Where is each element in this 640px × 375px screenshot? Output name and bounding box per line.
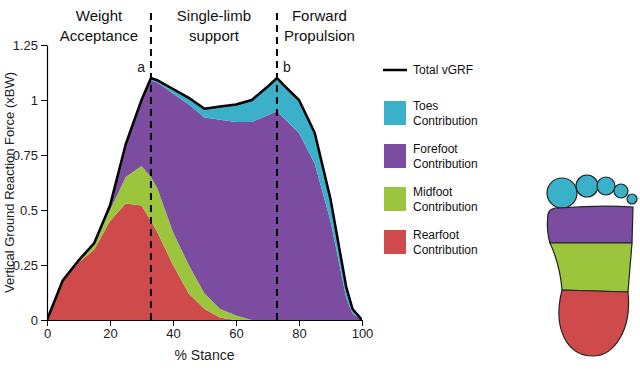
toe — [627, 194, 637, 204]
tick-mark — [110, 320, 111, 326]
tick: 0.5 — [20, 203, 47, 218]
toe — [547, 178, 577, 208]
tick-mark — [41, 320, 47, 321]
tick-label: 20 — [103, 326, 117, 341]
tick: 0.75 — [13, 148, 47, 163]
midfoot-region — [550, 243, 632, 292]
tick-label: 0.5 — [20, 203, 38, 218]
phase-boundary — [276, 10, 278, 320]
foot-diagram — [547, 175, 637, 356]
legend-swatch — [384, 230, 406, 254]
tick-mark — [47, 320, 48, 326]
x-axis: 0 20 40 60 80 100 — [44, 320, 373, 341]
legend-swatch — [384, 101, 406, 125]
tick: 60 — [229, 320, 243, 341]
tick-mark — [41, 45, 47, 46]
tick-label: 1.25 — [13, 38, 38, 53]
legend-swatch — [384, 144, 406, 168]
toe — [576, 175, 598, 197]
rearfoot-region — [559, 290, 629, 356]
tick-mark — [362, 320, 363, 326]
axis-line — [48, 320, 363, 321]
tick: 0.25 — [13, 258, 47, 273]
y-axis: 0 0.25 0.5 0.75 1 1.25 — [13, 38, 48, 328]
legend-label: RearfootContribution — [413, 228, 478, 257]
tick: 20 — [103, 320, 117, 341]
forefoot-region — [547, 206, 633, 243]
tick-mark — [41, 100, 47, 101]
tick-label: 60 — [229, 326, 243, 341]
plot-area — [47, 78, 362, 320]
legend-label: ForefootContribution — [413, 142, 478, 171]
phase-boundary — [150, 10, 152, 320]
tick-label: 80 — [292, 326, 306, 341]
phase-label: WeightAcceptance — [60, 7, 138, 44]
phase-label: ForwardPropulsion — [284, 7, 355, 44]
tick: 40 — [166, 320, 180, 341]
tick: 0 — [44, 320, 51, 341]
legend-swatch — [383, 69, 407, 72]
x-axis-title: % Stance — [175, 347, 235, 363]
chart: 0 20 40 60 80 100 0 0.25 0.5 0.75 1 1.25 % Stance Ver… — [0, 0, 640, 375]
y-axis-title: Vertical Ground Reaction Force (xBW) — [2, 72, 17, 293]
legend: Total vGRF ToesContribution ForefootContri… — [383, 63, 478, 257]
tick-label: 40 — [166, 326, 180, 341]
tick: 0 — [31, 313, 47, 328]
boundary-label: b — [283, 59, 291, 75]
tick: 80 — [292, 320, 306, 341]
legend-label: MidfootContribution — [413, 185, 478, 214]
phase-label: Single-limbsupport — [177, 7, 251, 44]
tick-mark — [236, 320, 237, 326]
tick-label: 1 — [31, 93, 38, 108]
tick-mark — [41, 210, 47, 211]
legend-label: ToesContribution — [413, 99, 478, 128]
tick-label: 0 — [31, 313, 38, 328]
tick-label: 100 — [352, 326, 374, 341]
tick: 1.25 — [13, 38, 47, 53]
tick-mark — [173, 320, 174, 326]
legend-swatch — [384, 187, 406, 211]
tick-mark — [41, 265, 47, 266]
legend-label: Total vGRF — [413, 63, 473, 77]
tick-label: 0 — [44, 326, 51, 341]
line — [47, 78, 362, 320]
tick-mark — [299, 320, 300, 326]
area — [47, 78, 362, 320]
axis-line — [47, 46, 48, 321]
boundary-label: a — [137, 59, 145, 75]
tick-mark — [41, 155, 47, 156]
tick: 100 — [352, 320, 374, 341]
tick: 1 — [31, 93, 47, 108]
toe — [614, 184, 628, 198]
toe — [597, 177, 615, 195]
